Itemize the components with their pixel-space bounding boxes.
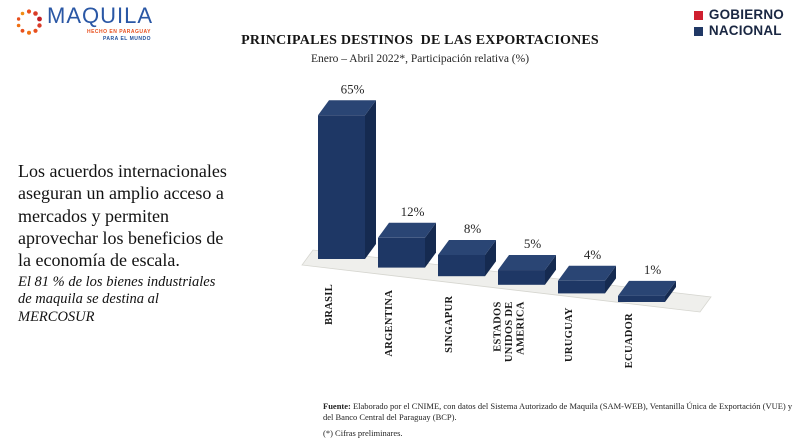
- bar-side-face: [665, 280, 676, 302]
- bar-value-label: 1%: [644, 262, 662, 277]
- maquila-brand-text: MAQUILA: [47, 3, 154, 28]
- commentary-emphasis: El 81 % de los bienes industriales de ma…: [18, 273, 216, 325]
- category-label: ESTADOS: [493, 301, 504, 351]
- bar-chart-svg: 65% BRASIL 12% ARGENTINA 8% SINGAPUR 5% ESTADOS…: [301, 81, 712, 368]
- bar-front-face: [378, 237, 425, 268]
- gobierno-line2: NACIONAL: [708, 23, 782, 39]
- chart-title: PRINCIPALES DESTINOS DE LAS EXPORTACIONE…: [241, 33, 599, 48]
- category-label: ARGENTINA: [384, 290, 395, 357]
- bar-side-face: [485, 240, 496, 277]
- bar-value-label: 65%: [341, 81, 365, 96]
- maquila-dot-ring-icon: [16, 9, 42, 35]
- bar-front-face: [618, 295, 665, 302]
- preliminary-note: (*) Cifras preliminares.: [323, 427, 403, 438]
- category-label: BRASIL: [324, 284, 335, 325]
- bar-front-face: [498, 270, 545, 285]
- maquila-tagline: HECHO EN PARAGUAY PARA EL MUNDO: [47, 29, 153, 42]
- category-label: UNIDOS DE: [504, 301, 515, 362]
- gobierno-nacional-logo: GOBIERNO NACIONAL: [693, 7, 784, 40]
- bar-value-label: 8%: [464, 221, 482, 236]
- bar-side-face: [605, 265, 616, 294]
- bar-front-face: [438, 255, 485, 277]
- bar-top-face: [498, 255, 556, 271]
- maquila-logo: MAQUILA HECHO EN PARAGUAY PARA EL MUNDO: [14, 5, 153, 42]
- bar-side-face: [545, 255, 556, 285]
- bar-top-face: [438, 240, 496, 255]
- commentary-paragraph: Los acuerdos internacionales aseguran un…: [18, 161, 227, 271]
- bar-value-label: 5%: [524, 236, 542, 251]
- bar-value-label: 12%: [401, 204, 425, 219]
- bar-side-face: [425, 222, 436, 268]
- gobierno-line1: GOBIERNO: [708, 7, 784, 22]
- source-line: Fuente: Elaborado por el CNIME, con dato…: [323, 401, 795, 424]
- commentary-block: Los acuerdos internacionales aseguran un…: [18, 160, 232, 327]
- bar-front-face: [558, 280, 605, 294]
- category-label: AMERICA: [516, 301, 527, 355]
- source-footer: Fuente: Elaborado por el CNIME, con dato…: [323, 401, 795, 439]
- category-label: SINGAPUR: [444, 295, 455, 352]
- navy-square-icon: [693, 26, 703, 36]
- chart-subtitle: Enero – Abril 2022*, Participación relat…: [310, 53, 530, 65]
- bar-top-face: [378, 222, 436, 238]
- maquila-tagline-line2: PARA EL MUNDO: [102, 35, 152, 42]
- source-text: Elaborado por el CNIME, con datos del Si…: [323, 401, 793, 423]
- bar-chart: 65% BRASIL 12% ARGENTINA 8% SINGAPUR 5% ESTADOS…: [280, 80, 720, 380]
- bar-top-face: [558, 265, 616, 281]
- bar-value-label: 4%: [584, 247, 602, 262]
- chart-header: PRINCIPALES DESTINOS DE LAS EXPORTACIONE…: [225, 33, 615, 65]
- red-square-icon: [693, 10, 703, 20]
- bar-side-face: [365, 100, 376, 259]
- category-label: ECUADOR: [624, 313, 635, 368]
- category-label: URUGUAY: [564, 307, 575, 362]
- maquila-tagline-line1: HECHO EN PARAGUAY: [86, 29, 152, 35]
- bar-top-face: [318, 100, 376, 116]
- bar-top-face: [618, 280, 676, 296]
- bar-front-face: [318, 115, 365, 259]
- source-label: Fuente:: [323, 401, 351, 411]
